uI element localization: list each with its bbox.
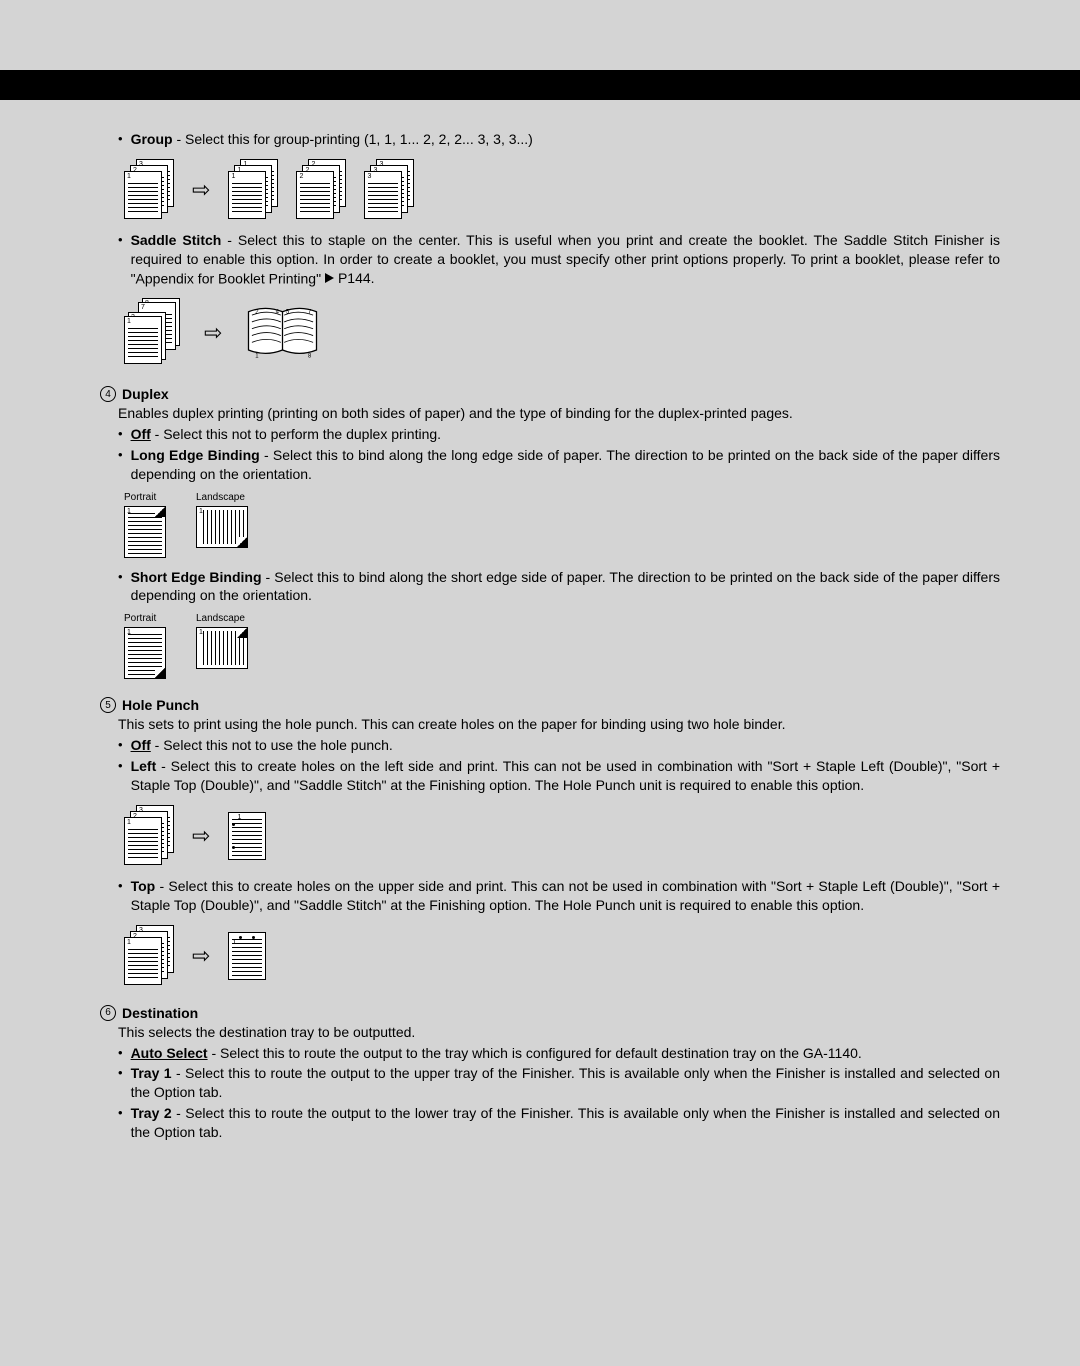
destination-title: Destination — [122, 1005, 198, 1021]
short-edge-desc: - Select this to bind along the short ed… — [131, 569, 1000, 604]
hole-off-desc: - Select this not to use the hole punch. — [151, 737, 393, 753]
arrow-icon: ⇨ — [204, 320, 222, 346]
saddle-desc: - Select this to staple on the center. T… — [131, 232, 1000, 286]
dest-tray1: • Tray 1 - Select this to route the outp… — [118, 1064, 1000, 1102]
group-desc: - Select this for group-printing (1, 1, … — [173, 131, 533, 147]
stack-input: 3 2 1 — [124, 159, 174, 221]
hole-off-label: Off — [131, 737, 151, 753]
svg-text:1: 1 — [256, 354, 260, 360]
short-edge-diagram: Portrait 1 Landscape 1 — [124, 613, 1000, 679]
circle-num-5: 5 — [100, 697, 116, 713]
circle-num-4: 4 — [100, 386, 116, 402]
long-edge-label: Long Edge Binding — [131, 447, 260, 463]
page-content: • Group - Select this for group-printing… — [0, 100, 1080, 1184]
saddle-text: Saddle Stitch - Select this to staple on… — [131, 231, 1000, 288]
tray1-desc: - Select this to route the output to the… — [131, 1065, 1000, 1100]
svg-text:7: 7 — [308, 309, 311, 315]
hole-punch-desc: This sets to print using the hole punch.… — [118, 715, 1000, 734]
group-diagram: 3 2 1 ⇨ 1 1 1 2 2 2 3 3 3 — [124, 159, 1000, 221]
dest-auto: • Auto Select - Select this to route the… — [118, 1044, 1000, 1063]
tray1-label: Tray 1 — [131, 1065, 172, 1081]
group-text: Group - Select this for group-printing (… — [131, 130, 1000, 149]
item-group: • Group - Select this for group-printing… — [118, 130, 1000, 149]
long-edge-desc: - Select this to bind along the long edg… — [131, 447, 1000, 482]
landscape-page: 1 — [196, 506, 248, 548]
short-edge-label: Short Edge Binding — [131, 569, 262, 585]
long-edge-diagram: Portrait 1 Landscape 1 — [124, 492, 1000, 558]
hole-top: • Top - Select this to create holes on t… — [118, 877, 1000, 915]
hole-top-label: Top — [131, 878, 156, 894]
saddle-diagram: 8 7 2 1 ⇨ 24 57 18 — [124, 298, 1000, 368]
bullet: • — [118, 231, 123, 249]
portrait-label: Portrait — [124, 492, 166, 503]
group-label: Group — [131, 131, 173, 147]
destination-desc: This selects the destination tray to be … — [118, 1023, 1000, 1042]
duplex-short-edge: • Short Edge Binding - Select this to bi… — [118, 568, 1000, 606]
circle-num-6: 6 — [100, 1005, 116, 1021]
tray2-label: Tray 2 — [131, 1105, 172, 1121]
hole-left-diagram: 3 2 1 ⇨ 1 — [124, 805, 1000, 867]
booklet-icon: 24 57 18 — [240, 303, 325, 363]
duplex-title: Duplex — [122, 386, 169, 402]
landscape-page-2: 1 — [196, 627, 248, 669]
off-label: Off — [131, 426, 151, 442]
ref-text: P144. — [338, 269, 375, 288]
landscape-label: Landscape — [196, 492, 248, 503]
duplex-off: • Off - Select this not to perform the d… — [118, 425, 1000, 444]
section-destination: 6 Destination — [100, 1005, 1000, 1021]
hole-punch-title: Hole Punch — [122, 697, 199, 713]
hole-top-desc: - Select this to create holes on the upp… — [131, 878, 1000, 913]
hole-input-2: 3 2 1 — [124, 925, 174, 987]
saddle-input: 8 7 2 1 — [124, 298, 186, 368]
portrait-label-2: Portrait — [124, 613, 166, 624]
page-ref: P144. — [325, 269, 375, 288]
arrow-icon: ⇨ — [192, 177, 210, 203]
hole-input: 3 2 1 — [124, 805, 174, 867]
hole-left-output: 1 — [228, 812, 266, 860]
arrow-icon: ⇨ — [192, 943, 210, 969]
section-hole-punch: 5 Hole Punch — [100, 697, 1000, 713]
duplex-long-edge: • Long Edge Binding - Select this to bin… — [118, 446, 1000, 484]
saddle-label: Saddle Stitch — [131, 232, 222, 248]
auto-label: Auto Select — [131, 1045, 208, 1061]
stack-3: 3 3 3 — [364, 159, 414, 221]
header-bar — [0, 70, 1080, 100]
svg-text:2: 2 — [256, 309, 259, 315]
bullet: • — [118, 130, 123, 148]
arrow-icon: ⇨ — [192, 823, 210, 849]
stack-1: 1 1 1 — [228, 159, 278, 221]
svg-text:8: 8 — [308, 354, 312, 360]
triangle-icon — [325, 273, 334, 283]
tray2-desc: - Select this to route the output to the… — [131, 1105, 1000, 1140]
portrait-page-2: 1 — [124, 627, 166, 679]
item-saddle: • Saddle Stitch - Select this to staple … — [118, 231, 1000, 288]
landscape-label-2: Landscape — [196, 613, 248, 624]
off-desc: - Select this not to perform the duplex … — [151, 426, 441, 442]
hole-left-label: Left — [131, 758, 157, 774]
hole-off: • Off - Select this not to use the hole … — [118, 736, 1000, 755]
hole-left-desc: - Select this to create holes on the lef… — [131, 758, 1000, 793]
hole-top-diagram: 3 2 1 ⇨ 1 — [124, 925, 1000, 987]
section-duplex: 4 Duplex — [100, 386, 1000, 402]
portrait-page: 1 — [124, 506, 166, 558]
auto-desc: - Select this to route the output to the… — [208, 1045, 862, 1061]
hole-top-output: 1 — [228, 932, 266, 980]
duplex-desc: Enables duplex printing (printing on bot… — [118, 404, 1000, 423]
dest-tray2: • Tray 2 - Select this to route the outp… — [118, 1104, 1000, 1142]
stack-2: 2 2 2 — [296, 159, 346, 221]
hole-left: • Left - Select this to create holes on … — [118, 757, 1000, 795]
